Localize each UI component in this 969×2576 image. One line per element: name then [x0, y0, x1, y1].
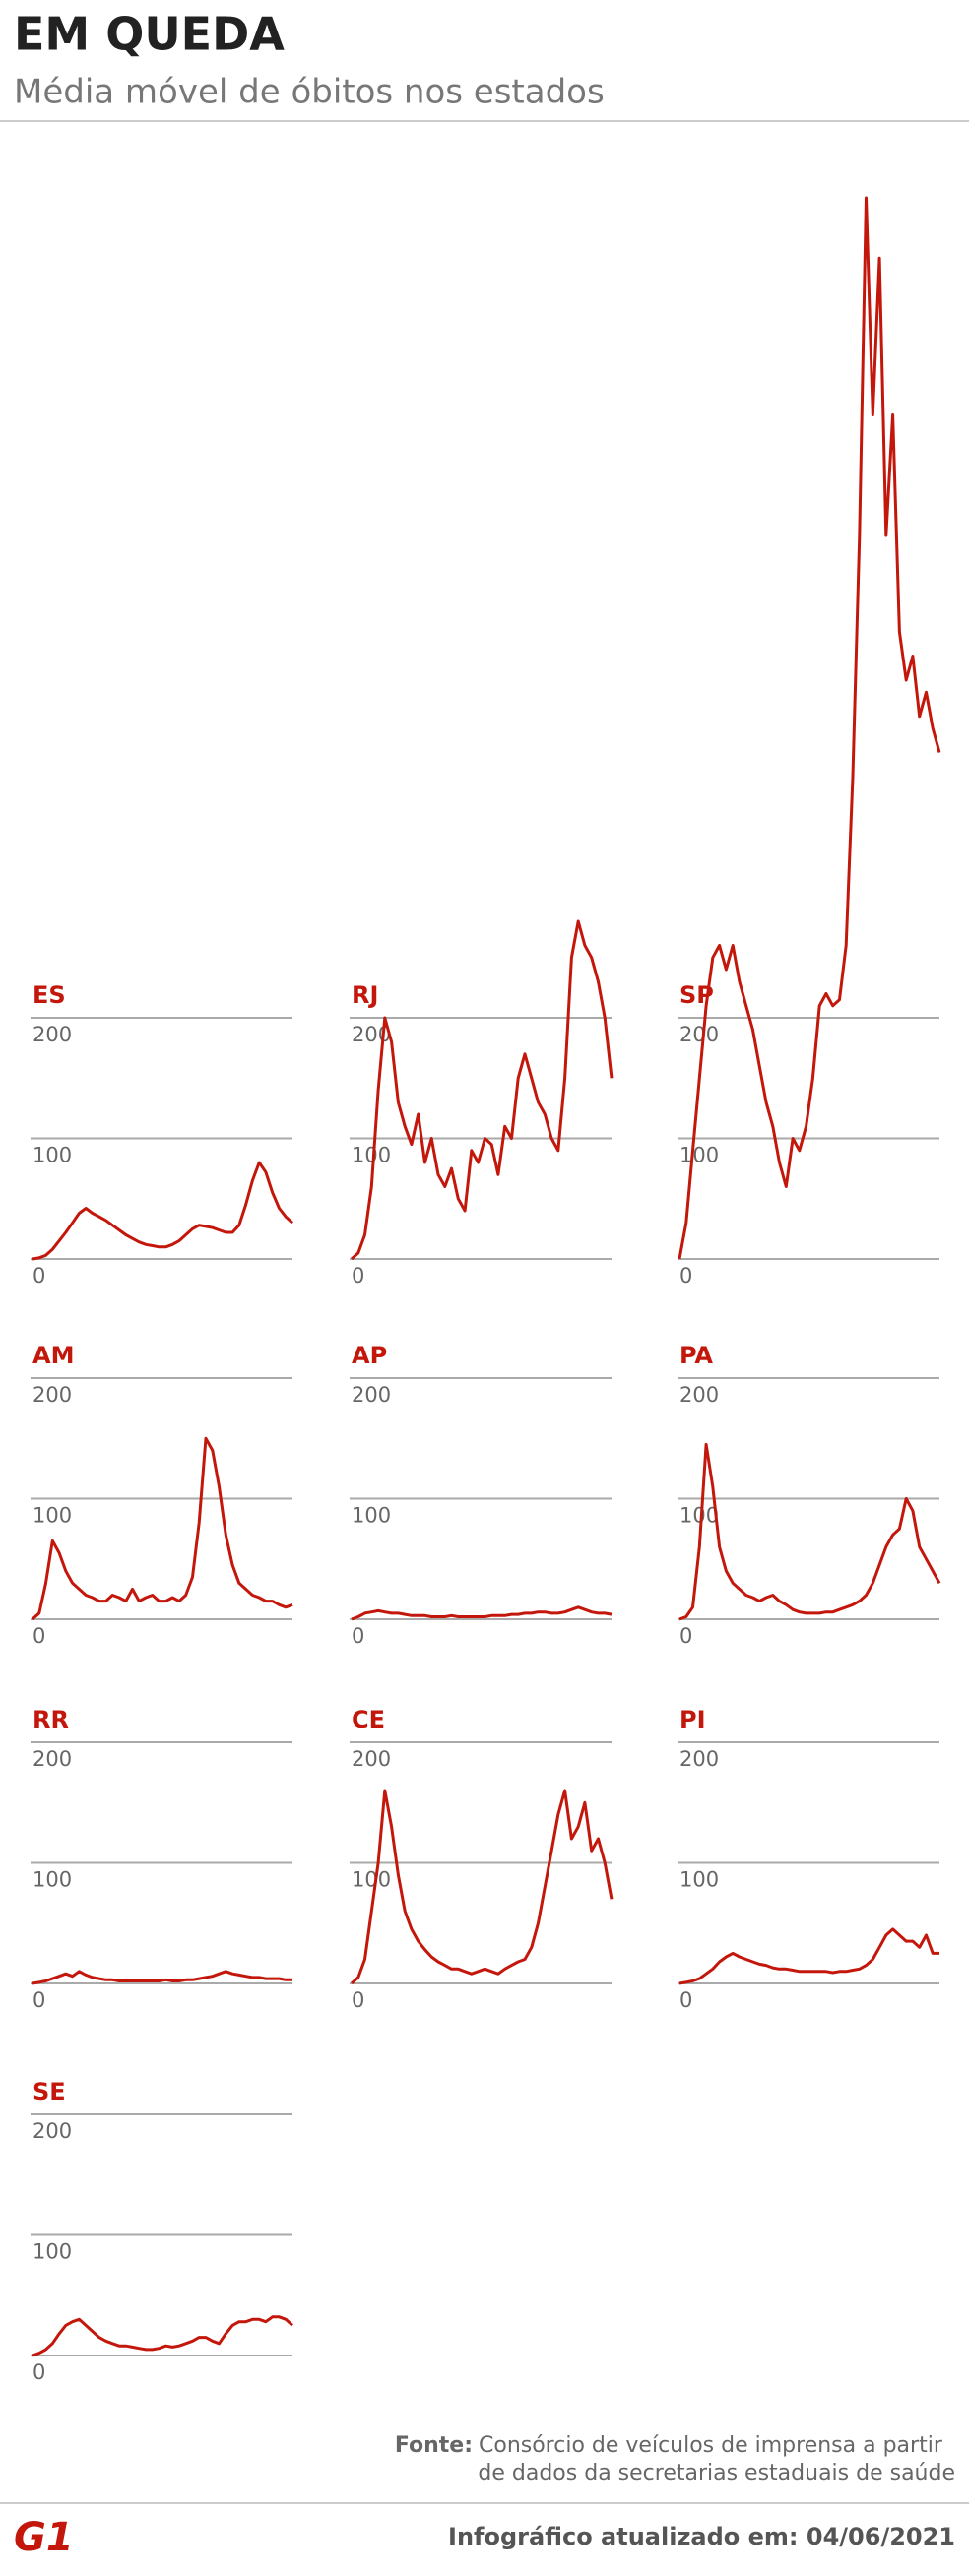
y-tick-label: 100	[679, 1504, 719, 1528]
data-line	[678, 196, 941, 1260]
y-tick-label: 200	[32, 2119, 72, 2143]
title: EM QUEDA	[14, 8, 285, 61]
y-tick-label: 100	[679, 1868, 719, 1892]
state-title: AP	[352, 1342, 387, 1369]
subtitle: Média móvel de óbitos nos estados	[14, 73, 605, 112]
y-tick-label: 100	[679, 1144, 719, 1167]
state-title: PA	[679, 1342, 713, 1369]
state-title: SE	[32, 2078, 66, 2105]
data-line	[678, 1442, 941, 1621]
data-line	[350, 1789, 614, 1985]
y-tick-label: 0	[352, 1264, 364, 1288]
y-tick-label: 0	[32, 1988, 45, 2012]
state-title: RJ	[352, 981, 378, 1009]
updated: Infográfico atualizado em: 04/06/2021	[448, 2523, 955, 2550]
source-line: de dados da secretarias estaduais de saú…	[478, 2461, 955, 2485]
data-line	[32, 1970, 292, 1985]
y-tick-label: 200	[679, 1747, 719, 1771]
y-tick-label: 0	[679, 1988, 692, 2012]
y-tick-label: 100	[32, 1868, 72, 1892]
state-title: AM	[32, 1342, 74, 1369]
data-line	[351, 1605, 613, 1621]
y-tick-label: 200	[32, 1383, 72, 1407]
y-tick-label: 100	[32, 1504, 72, 1528]
y-tick-label: 100	[32, 2240, 72, 2264]
y-tick-label: 200	[679, 1023, 719, 1046]
data-line	[350, 919, 614, 1261]
y-tick-label: 0	[352, 1988, 364, 2012]
y-tick-label: 200	[352, 1747, 391, 1771]
y-tick-label: 0	[352, 1624, 364, 1648]
y-tick-label: 200	[32, 1023, 72, 1046]
logo: G1	[14, 2515, 74, 2560]
y-tick-label: 100	[32, 1144, 72, 1167]
y-tick-label: 0	[32, 1624, 45, 1648]
state-title: RR	[32, 1706, 69, 1733]
data-line	[31, 1436, 293, 1621]
state-title: CE	[352, 1706, 385, 1733]
y-tick-label: 100	[352, 1144, 391, 1167]
y-tick-label: 0	[679, 1264, 692, 1288]
data-line	[32, 1161, 294, 1261]
y-tick-label: 200	[352, 1383, 391, 1407]
state-title: PI	[679, 1706, 706, 1733]
y-tick-label: 100	[352, 1868, 391, 1892]
y-tick-label: 100	[352, 1504, 391, 1528]
y-tick-label: 0	[679, 1624, 692, 1648]
y-tick-label: 0	[32, 1264, 45, 1288]
source-label: Fonte:	[395, 2433, 473, 2458]
state-title: ES	[32, 981, 66, 1009]
y-tick-label: 200	[32, 1747, 72, 1771]
data-line	[678, 1927, 939, 1985]
data-line	[32, 2315, 294, 2357]
source-line: Consórcio de veículos de imprensa a part…	[479, 2433, 943, 2458]
y-tick-label: 0	[32, 2360, 45, 2384]
y-tick-label: 200	[679, 1383, 719, 1407]
